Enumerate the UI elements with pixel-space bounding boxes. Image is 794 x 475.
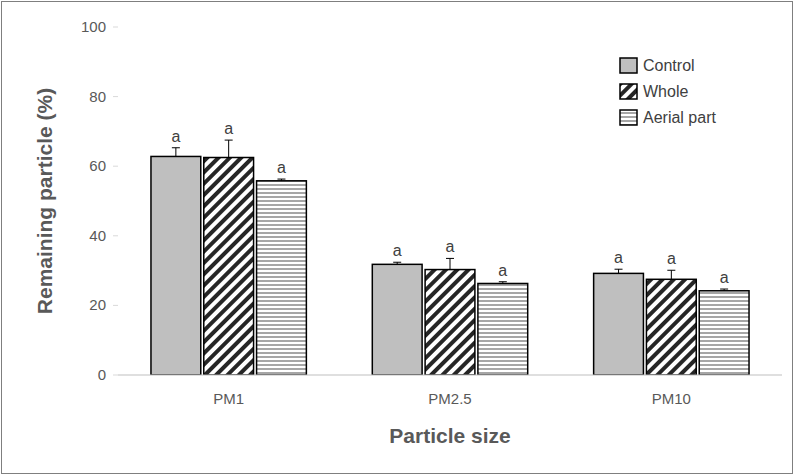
y-tick [113, 96, 118, 97]
legend-label: Aerial part [643, 109, 716, 126]
y-tick-label: 40 [89, 227, 106, 244]
y-tick-label: 100 [81, 18, 106, 35]
y-tick [113, 27, 118, 28]
significance-letter: a [720, 269, 729, 286]
x-tick-label: PM10 [652, 390, 691, 407]
bar [425, 270, 475, 375]
bar [372, 264, 422, 375]
bar [151, 156, 201, 375]
bar [204, 158, 254, 376]
y-tick [113, 305, 118, 306]
significance-letter: a [277, 159, 286, 176]
x-axis-title: Particle size [389, 424, 510, 447]
error-bar [277, 179, 285, 181]
significance-letter: a [498, 262, 507, 279]
significance-letter: a [614, 249, 623, 266]
error-bar [393, 262, 401, 264]
y-tick-label: 0 [98, 366, 106, 383]
error-bar [720, 289, 728, 291]
significance-letter: a [171, 128, 180, 145]
bars [151, 156, 749, 375]
error-bar [225, 140, 233, 157]
bar [257, 181, 307, 375]
chart-container: 0 20 40 60 80 100 a a a a a a a a a PM1 PM2.5 PM10 Particl… [0, 0, 794, 475]
y-axis-title: Remaining particle (%) [33, 88, 56, 314]
bar [699, 291, 749, 375]
y-tick [113, 375, 118, 376]
significance-letter: a [224, 120, 233, 137]
error-bar [499, 282, 507, 284]
y-tick [113, 166, 118, 167]
error-bar [615, 269, 623, 273]
error-bar [667, 270, 675, 279]
bar [646, 279, 696, 375]
chart: 0 20 40 60 80 100 a a a a a a a a a PM1 PM2.5 PM10 Particl… [0, 0, 794, 475]
bar [478, 283, 528, 375]
legend-swatch [620, 58, 637, 73]
x-tick-label: PM1 [213, 390, 244, 407]
significance-letter: a [393, 242, 402, 259]
error-bar [446, 258, 454, 269]
error-bar [172, 148, 180, 157]
y-tick-label: 60 [89, 157, 106, 174]
x-axis [118, 375, 782, 376]
significance-letter: a [446, 238, 455, 255]
outer-frame [2, 2, 793, 474]
x-tick-label: PM2.5 [428, 390, 471, 407]
legend-label: Whole [643, 83, 688, 100]
legend-label: Control [643, 57, 695, 74]
y-tick [113, 235, 118, 236]
y-tick-label: 20 [89, 296, 106, 313]
bar [594, 273, 644, 375]
legend-swatch [620, 84, 637, 99]
legend-swatch [620, 110, 637, 125]
significance-letter: a [667, 250, 676, 267]
y-tick-label: 80 [89, 88, 106, 105]
